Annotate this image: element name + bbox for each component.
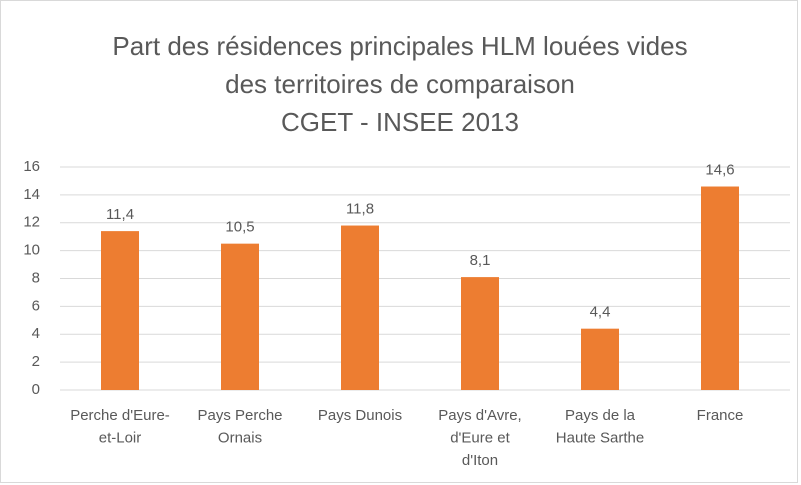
data-label: 8,1 — [470, 252, 491, 269]
y-tick-label: 12 — [23, 214, 40, 231]
data-label: 10,5 — [225, 219, 254, 236]
bar — [221, 243, 259, 390]
bar — [701, 186, 739, 390]
x-tick-label: Perche d'Eure- — [70, 407, 170, 424]
y-tick-label: 14 — [23, 186, 40, 203]
x-tick-label: Pays Dunois — [318, 407, 402, 424]
y-tick-label: 8 — [32, 269, 40, 286]
x-tick-label: d'Iton — [462, 452, 498, 469]
y-tick-label: 4 — [32, 325, 40, 342]
bar — [581, 328, 619, 390]
data-label: 4,4 — [590, 304, 611, 321]
y-tick-label: 2 — [32, 353, 40, 370]
data-label: 11,8 — [346, 201, 374, 218]
chart-title: Part des résidences principales HLM loué… — [112, 31, 687, 61]
x-tick-label: et-Loir — [99, 429, 142, 446]
chart-title: des territoires de comparaison — [225, 69, 575, 99]
y-tick-label: 10 — [23, 242, 40, 259]
x-tick-label: Haute Sarthe — [556, 429, 644, 446]
bar — [461, 277, 499, 390]
x-tick-label: Pays d'Avre, — [438, 407, 521, 424]
y-tick-label: 6 — [32, 297, 40, 314]
data-label: 14,6 — [705, 161, 734, 178]
x-tick-label: Pays de la — [565, 407, 636, 424]
x-tick-label: Pays Perche — [197, 407, 282, 424]
data-label: 11,4 — [106, 206, 134, 223]
y-tick-label: 0 — [32, 381, 40, 398]
bar — [341, 225, 379, 390]
chart-title: CGET - INSEE 2013 — [281, 107, 519, 137]
x-tick-label: Ornais — [218, 429, 262, 446]
bar — [101, 231, 139, 390]
x-tick-label: France — [697, 407, 744, 424]
y-tick-label: 16 — [23, 158, 40, 175]
x-tick-label: d'Eure et — [450, 429, 510, 446]
